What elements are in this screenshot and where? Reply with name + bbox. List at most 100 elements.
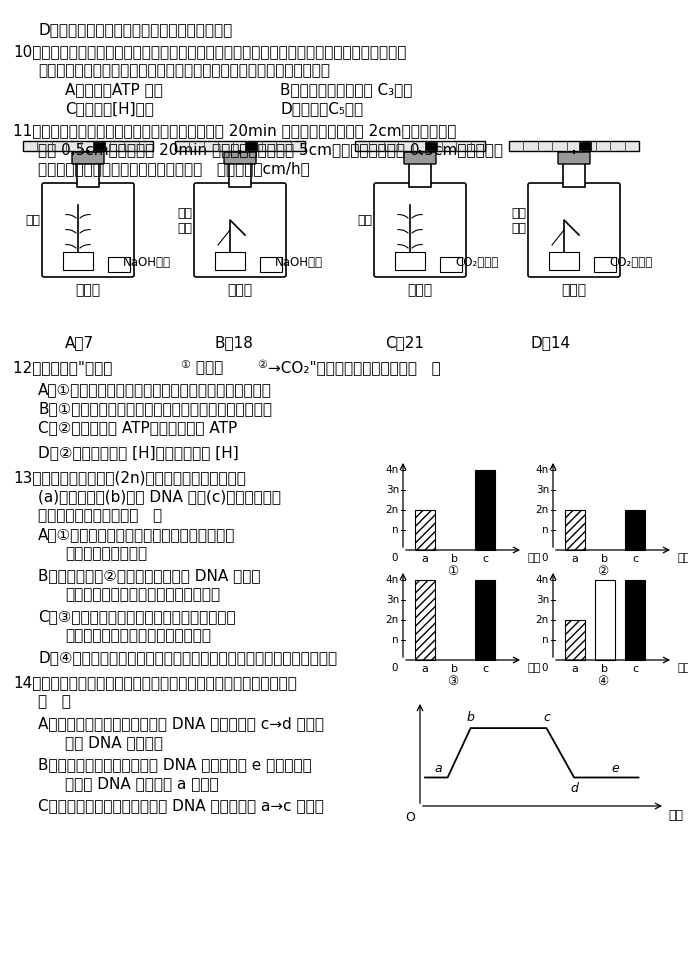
Bar [108, 257, 130, 272]
Text: A．①可以用于表示细胞分裂的中期，此时是观: A．①可以用于表示细胞分裂的中期，此时是观 [38, 527, 235, 542]
Bar [549, 252, 579, 270]
Text: 3n: 3n [536, 485, 549, 495]
Text: CO₂缓冲液: CO₂缓冲液 [609, 256, 652, 270]
Text: （   ）: （ ） [38, 694, 71, 709]
Bar [563, 163, 585, 187]
Text: B．18: B．18 [215, 335, 254, 350]
Bar [409, 163, 431, 187]
Bar [440, 257, 462, 272]
Text: 0: 0 [541, 663, 548, 673]
Text: C．绿光，[H]下降: C．绿光，[H]下降 [65, 101, 154, 116]
Text: 察染色体的最佳时期: 察染色体的最佳时期 [65, 546, 147, 561]
Text: 4n: 4n [536, 465, 549, 475]
Bar [594, 257, 616, 272]
Text: ③: ③ [447, 675, 459, 688]
Text: b: b [601, 554, 608, 564]
Bar [23, 141, 153, 151]
Text: 2n: 2n [536, 505, 549, 515]
Text: ②: ② [257, 360, 267, 370]
Text: 时期: 时期 [528, 553, 541, 563]
Bar [229, 163, 251, 187]
Bar [245, 142, 257, 150]
FancyBboxPatch shape [374, 183, 466, 277]
Text: b: b [451, 554, 458, 564]
Text: 3n: 3n [536, 595, 549, 605]
Text: C．③可以表示细胞分裂的后期，此时的主要特: C．③可以表示细胞分裂的后期，此时的主要特 [38, 609, 235, 624]
Bar [415, 580, 435, 660]
Text: a: a [422, 664, 429, 674]
Text: c: c [632, 664, 638, 674]
Bar [625, 580, 645, 660]
FancyBboxPatch shape [528, 183, 620, 277]
Text: c: c [543, 711, 550, 724]
Bar [475, 580, 495, 660]
Text: a: a [572, 664, 579, 674]
Bar [175, 141, 305, 151]
Text: 下列解释一定错误的是（   ）: 下列解释一定错误的是（ ） [38, 508, 162, 523]
Bar [77, 163, 99, 187]
Bar [565, 510, 585, 550]
Bar [595, 580, 615, 660]
Text: 2n: 2n [386, 615, 399, 625]
Text: A．红光，ATP 下降: A．红光，ATP 下降 [65, 82, 163, 97]
Text: a: a [422, 554, 429, 564]
Text: n: n [542, 635, 549, 645]
Text: n: n [392, 635, 399, 645]
Text: CO₂缓冲液: CO₂缓冲液 [455, 256, 498, 270]
Text: c: c [482, 554, 488, 564]
Text: B．红光，未被还原的 C₃上升: B．红光，未被还原的 C₃上升 [280, 82, 412, 97]
Text: 4n: 4n [386, 465, 399, 475]
Text: 2n: 2n [386, 505, 399, 515]
Bar [565, 620, 585, 660]
Text: D．在这五种蔗糖溶液中，浓度最大的是乙溶液: D．在这五种蔗糖溶液中，浓度最大的是乙溶液 [38, 22, 233, 37]
Text: 甲装置: 甲装置 [76, 283, 100, 297]
Text: 0: 0 [391, 553, 398, 563]
Text: A．①过程可在植物细胞中进行，也可在动物细胞中进行: A．①过程可在植物细胞中进行，也可在动物细胞中进行 [38, 382, 272, 397]
Text: 0: 0 [541, 553, 548, 563]
Text: ④: ④ [597, 675, 609, 688]
Text: a: a [435, 761, 442, 775]
Text: D．②过程可以产生 [H]，也可以消耗 [H]: D．②过程可以产生 [H]，也可以消耗 [H] [38, 445, 239, 460]
Text: 10．在适宜反应条件下，用白光照射离体的新鲜叶绿体一段时间后，突然改用光照强度与白光相: 10．在适宜反应条件下，用白光照射离体的新鲜叶绿体一段时间后，突然改用光照强度与… [13, 44, 407, 59]
Text: 12．下列关于"葡萄糖: 12．下列关于"葡萄糖 [13, 360, 117, 375]
Text: 色体中 DNA 的含量与 a 点相同: 色体中 DNA 的含量与 a 点相同 [65, 776, 219, 791]
Text: B．若纵坐标表示一个细胞中 DNA 的含量，则 e 点时一条染: B．若纵坐标表示一个细胞中 DNA 的含量，则 e 点时一条染 [38, 757, 312, 772]
Bar [425, 142, 437, 150]
Bar [415, 510, 435, 550]
Text: D．④可以表示细胞分裂的前期，此时期在显微镜下能够观察到染色单体: D．④可以表示细胞分裂的前期，此时期在显微镜下能够观察到染色单体 [38, 650, 337, 665]
Text: ①: ① [180, 360, 190, 370]
Text: O: O [405, 811, 415, 824]
Text: a: a [572, 554, 579, 564]
Text: n: n [542, 525, 549, 535]
FancyBboxPatch shape [194, 183, 286, 277]
Text: 植物: 植物 [25, 215, 40, 227]
Text: 制之后其数量要加倍且要出现染色单体: 制之后其数量要加倍且要出现染色单体 [65, 587, 220, 602]
Text: →CO₂"的过程，叙述错误的是（   ）: →CO₂"的过程，叙述错误的是（ ） [268, 360, 441, 375]
Text: d: d [570, 782, 578, 794]
Text: 时期: 时期 [678, 663, 688, 673]
Text: 4n: 4n [386, 575, 399, 585]
Text: b: b [601, 664, 608, 674]
Text: 2n: 2n [536, 615, 549, 625]
Text: 死的
植物: 死的 植物 [511, 207, 526, 235]
FancyBboxPatch shape [404, 152, 436, 164]
Bar [475, 470, 495, 550]
Text: 丙装置: 丙装置 [407, 283, 433, 297]
FancyBboxPatch shape [72, 152, 104, 164]
Text: c: c [632, 554, 638, 564]
Bar [625, 510, 645, 550]
FancyBboxPatch shape [558, 152, 590, 164]
Bar [509, 141, 639, 151]
Bar [260, 257, 282, 272]
Text: ②: ② [597, 565, 609, 578]
Text: 丁装置: 丁装置 [561, 283, 587, 297]
Text: D．14: D．14 [530, 335, 570, 350]
Text: NaOH溶液: NaOH溶液 [123, 256, 171, 270]
Bar [355, 141, 485, 151]
Text: 同的红光或绿光照射。下列是光源与瞬间发生变化的物质，组合正确的是: 同的红光或绿光照射。下列是光源与瞬间发生变化的物质，组合正确的是 [38, 63, 330, 78]
Text: 丙酮酸: 丙酮酸 [191, 360, 228, 375]
Bar [395, 252, 425, 270]
Text: ①: ① [447, 565, 459, 578]
Text: C．21: C．21 [385, 335, 424, 350]
Text: c: c [482, 664, 488, 674]
